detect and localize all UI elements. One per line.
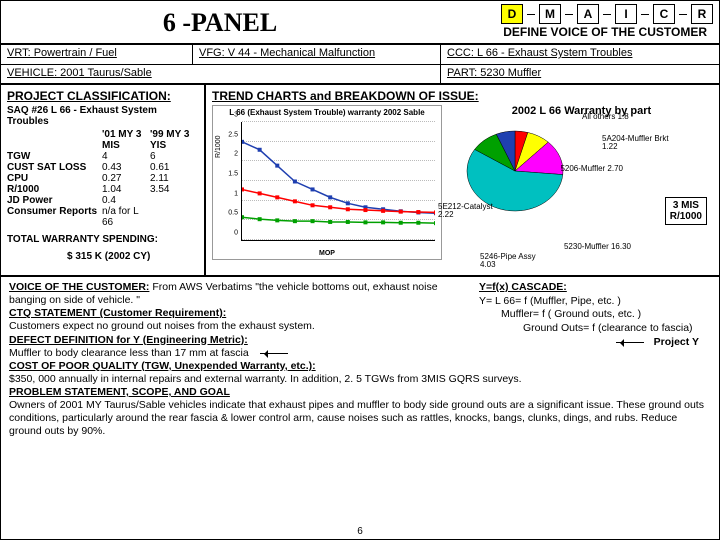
line-chart-title: L 66 (Exhaust System Trouble) warranty 2… xyxy=(213,108,441,117)
cascade-heading: Y=f(x) CASCADE: xyxy=(479,281,567,293)
voc-h2: CTQ STATEMENT (Customer Requirement): xyxy=(9,307,226,319)
cascade-l3: Ground Outs= f (clearance to fascia) xyxy=(479,322,693,334)
row-categories: VRT: Powertrain / Fuel VFG: V 44 - Mecha… xyxy=(1,45,719,65)
dmaic-connector xyxy=(527,14,535,15)
pie-slice-label: 5230-Muffler 16.30 xyxy=(564,243,631,251)
header: 6 -PANEL DMAICR DEFINE VOICE OF THE CUST… xyxy=(1,1,719,45)
cascade-l1: Y= L 66= f (Muffler, Pipe, etc. ) xyxy=(479,295,621,307)
dmaic-connector xyxy=(565,14,573,15)
part-cell: PART: 5230 Muffler xyxy=(441,65,719,83)
cascade-l4: Project Y xyxy=(654,336,699,350)
pie-slice-label: 5246-Pipe Assy 4.03 xyxy=(480,253,550,270)
pie-slice-label: 5E212-Catalyst 2.22 xyxy=(438,203,508,220)
vehicle-cell: VEHICLE: 2001 Taurus/Sable xyxy=(1,65,441,83)
pie-tag-line2: R/1000 xyxy=(670,211,702,222)
dmaic-box-a: A xyxy=(577,4,599,24)
dmaic-box-c: C xyxy=(653,4,675,24)
pie-slice-label: 5206-Muffler 2.70 xyxy=(560,165,623,173)
trend-charts-panel: TREND CHARTS and BREAKDOWN OF ISSUE: L 6… xyxy=(206,85,719,275)
row-classification-trend: PROJECT CLASSIFICATION: SAQ #26 L 66 - E… xyxy=(1,85,719,277)
voc-h1: VOICE OF THE CUSTOMER: xyxy=(9,281,149,293)
metric-row: Consumer Reportsn/a for L 66 xyxy=(7,206,198,228)
ccc-cell: CCC: L 66 - Exhaust System Troubles xyxy=(441,45,719,64)
dmaic-subtitle: DEFINE VOICE OF THE CUSTOMER xyxy=(439,25,713,39)
dmaic-box-m: M xyxy=(539,4,561,24)
dmaic-box-d: D xyxy=(501,4,523,24)
metric-row: TGW46 xyxy=(7,151,198,162)
cascade-l2: Muffler= f ( Ground outs, etc. ) xyxy=(479,308,641,320)
voc-t2: Customers expect no ground out noises fr… xyxy=(9,320,315,332)
metric-row: CPU0.272.11 xyxy=(7,173,198,184)
project-classification-panel: PROJECT CLASSIFICATION: SAQ #26 L 66 - E… xyxy=(1,85,206,275)
voc-t5: Owners of 2001 MY Taurus/Sable vehicles … xyxy=(9,399,704,437)
pc-metrics-table: '01 MY 3 MIS'99 MY 3 YISTGW46CUST SAT LO… xyxy=(7,129,198,228)
voc-h3: DEFECT DEFINITION for Y (Engineering Met… xyxy=(9,334,248,346)
pie-slice-label: 5A204-Muffler Brkt 1.22 xyxy=(602,135,672,152)
vrt-cell: VRT: Powertrain / Fuel xyxy=(1,45,193,64)
pie-tag-3mis: 3 MIS R/1000 xyxy=(665,197,707,225)
voc-panel: Y=f(x) CASCADE: Y= L 66= f (Muffler, Pip… xyxy=(1,277,719,443)
voc-t4: $350, 000 annually in internal repairs a… xyxy=(9,373,522,385)
dmaic-connector xyxy=(679,14,687,15)
voc-t3: Muffler to body clearance less than 17 m… xyxy=(9,347,249,360)
dmaic-box-r: R xyxy=(691,4,713,24)
row-vehicle-part: VEHICLE: 2001 Taurus/Sable PART: 5230 Mu… xyxy=(1,65,719,85)
line-chart: L 66 (Exhaust System Trouble) warranty 2… xyxy=(212,105,442,260)
pc-saq: SAQ #26 L 66 - Exhaust System Troubles xyxy=(7,105,198,127)
pie-tag-line1: 3 MIS xyxy=(673,200,699,211)
cascade-box: Y=f(x) CASCADE: Y= L 66= f (Muffler, Pip… xyxy=(479,281,709,349)
dmaic-box-i: I xyxy=(615,4,637,24)
metric-row: CUST SAT LOSS0.430.61 xyxy=(7,162,198,173)
pie-chart-wrap: 2002 L 66 Warranty by part 5A204-Muffler… xyxy=(442,105,713,260)
pc-tws-line2: $ 315 K (2002 CY) xyxy=(7,251,198,262)
dmaic-connector xyxy=(641,14,649,15)
page-number: 6 xyxy=(1,526,719,537)
line-chart-xlabel: MOP xyxy=(213,250,441,257)
page-title: 6 -PANEL xyxy=(1,1,439,43)
dmaic-block: DMAICR DEFINE VOICE OF THE CUSTOMER xyxy=(439,1,719,43)
voc-h4: COST OF POOR QUALITY (TGW, Unexpended Wa… xyxy=(9,360,316,372)
pie-slice-label: All others 1.8 xyxy=(582,113,629,121)
voc-h5: PROBLEM STATEMENT, SCOPE, AND GOAL xyxy=(9,386,230,398)
metric-row: R/10001.043.54 xyxy=(7,184,198,195)
arrow-icon xyxy=(260,349,294,358)
dmaic-connector xyxy=(603,14,611,15)
six-panel-page: 6 -PANEL DMAICR DEFINE VOICE OF THE CUST… xyxy=(0,0,720,540)
pc-heading: PROJECT CLASSIFICATION: xyxy=(7,89,198,103)
line-chart-plot: 00.511.522.53 xyxy=(241,122,435,241)
pc-tws-line1: TOTAL WARRANTY SPENDING: xyxy=(7,234,198,245)
tc-heading: TREND CHARTS and BREAKDOWN OF ISSUE: xyxy=(212,89,713,103)
metric-row: JD Power0.4 xyxy=(7,195,198,206)
vfg-cell: VFG: V 44 - Mechanical Malfunction xyxy=(193,45,441,64)
arrow-icon xyxy=(616,338,650,347)
